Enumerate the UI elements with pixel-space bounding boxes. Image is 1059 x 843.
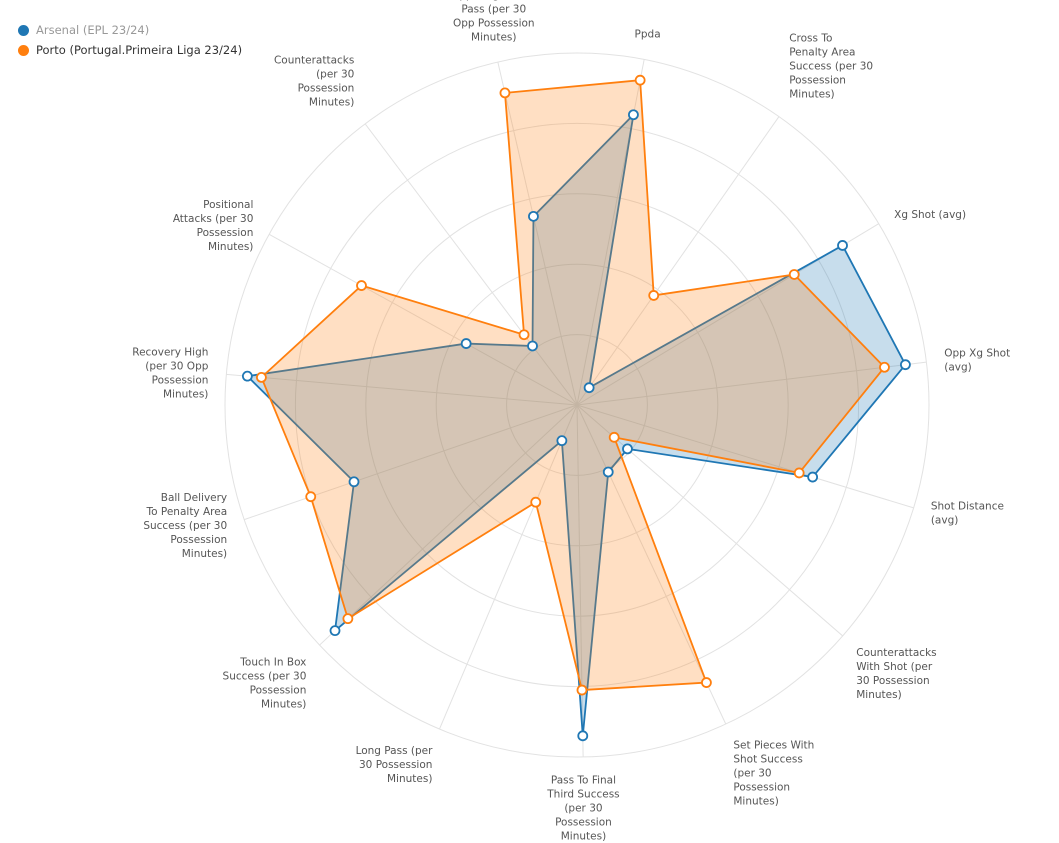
legend-item-porto[interactable]: Porto (Portugal.Primeira Liga 23/24): [18, 40, 242, 60]
axis-label-3: Opp Xg Shot (avg): [944, 347, 1010, 373]
grid-spoke-7: [576, 404, 584, 757]
data-point-arsenal-8[interactable]: [556, 435, 568, 447]
data-point-porto-5[interactable]: [608, 431, 620, 443]
axis-label-12: Positional Attacks (per 30 Possession Minut…: [173, 199, 254, 253]
grid-spoke-10: [244, 404, 578, 521]
data-point-arsenal-5[interactable]: [622, 443, 633, 455]
axis-label-9: Touch In Box Success (per 30 Possession Min…: [223, 657, 307, 711]
data-point-arsenal-7[interactable]: [577, 730, 589, 742]
data-point-porto-12[interactable]: [356, 280, 367, 291]
data-point-arsenal-3[interactable]: [900, 359, 911, 371]
data-point-porto-2[interactable]: [788, 269, 800, 280]
data-point-porto-0[interactable]: [634, 74, 646, 86]
axis-labels: Ppda Cross To Penalty Area Success (per 30 P…: [132, 0, 1010, 842]
data-point-arsenal-9[interactable]: [329, 625, 341, 637]
legend-label-arsenal: Arsenal (EPL 23/24): [36, 23, 150, 37]
axis-label-11: Recovery High (per 30 Opp Possession Minute…: [132, 346, 208, 400]
grid-ring-2: [435, 263, 719, 547]
grid-spoke-1: [576, 116, 780, 406]
grid-spoke-13: [364, 123, 578, 406]
axis-label-5: Counterattacks With Shot (per 30 Possessio…: [856, 647, 936, 701]
data-point-porto-7[interactable]: [576, 684, 588, 696]
axis-label-13: Counterattacks (per 30 Possession Minutes): [274, 54, 354, 108]
grid-spoke-14: [497, 61, 578, 406]
axis-label-8: Long Pass (per 30 Possession Minutes): [356, 745, 434, 785]
data-point-porto-3[interactable]: [879, 361, 890, 373]
data-point-porto-13[interactable]: [518, 329, 530, 341]
legend-marker-arsenal: [18, 24, 29, 36]
data-point-porto-14[interactable]: [499, 87, 511, 99]
data-point-porto-6[interactable]: [701, 677, 712, 688]
axis-label-10: Ball Delivery To Penalty Area Success (per…: [143, 492, 227, 560]
data-point-arsenal-14[interactable]: [528, 210, 539, 222]
axis-label-1: Cross To Penalty Area Success (per 30 Posse…: [789, 33, 873, 101]
data-point-porto-9[interactable]: [342, 613, 354, 625]
grid-spoke-5: [576, 404, 843, 637]
data-point-arsenal-13[interactable]: [527, 340, 538, 352]
data-point-porto-1[interactable]: [648, 290, 660, 301]
data-point-porto-10[interactable]: [305, 491, 317, 503]
data-point-arsenal-4[interactable]: [807, 471, 819, 483]
grid-ring-4: [294, 122, 860, 688]
data-point-arsenal-6[interactable]: [602, 466, 614, 478]
data-point-arsenal-12[interactable]: [460, 338, 472, 349]
data-point-arsenal-2[interactable]: [837, 240, 848, 251]
axis-label-7: Pass To Final Third Success (per 30 Possess…: [546, 774, 619, 842]
radar-grid: [224, 52, 930, 758]
data-point-arsenal-11[interactable]: [241, 370, 253, 382]
grid-ring-1: [506, 334, 648, 476]
grid-spoke-8: [439, 404, 578, 730]
radar-series: [241, 74, 911, 742]
data-point-arsenal-0[interactable]: [628, 109, 639, 121]
grid-spoke-6: [576, 404, 727, 725]
series-area-porto: [260, 79, 886, 691]
data-point-porto-4[interactable]: [793, 467, 805, 479]
legend-item-arsenal[interactable]: Arsenal (EPL 23/24): [18, 20, 242, 40]
data-point-porto-11[interactable]: [256, 371, 267, 383]
axis-label-0: Ppda: [635, 29, 661, 41]
data-point-porto-8[interactable]: [530, 496, 542, 508]
legend-marker-porto: [18, 44, 29, 56]
axis-label-2: Xg Shot (avg): [894, 209, 966, 221]
grid-spoke-11: [226, 373, 578, 406]
axis-label-6: Set Pieces With Shot Success (per 30 Posses…: [733, 740, 814, 808]
grid-spoke-12: [268, 233, 578, 406]
data-point-arsenal-1[interactable]: [583, 382, 595, 394]
grid-ring-3: [365, 193, 789, 617]
series-area-arsenal: [246, 113, 907, 737]
grid-ring-5: [224, 52, 930, 758]
grid-spoke-9: [319, 404, 578, 646]
axis-label-4: Shot Distance (avg): [931, 501, 1004, 527]
grid-spoke-4: [576, 404, 914, 509]
legend: Arsenal (EPL 23/24) Porto (Portugal.Prim…: [18, 20, 242, 60]
legend-label-porto: Porto (Portugal.Primeira Liga 23/24): [36, 43, 243, 57]
data-point-arsenal-10[interactable]: [348, 476, 360, 488]
grid-spoke-3: [576, 361, 927, 406]
